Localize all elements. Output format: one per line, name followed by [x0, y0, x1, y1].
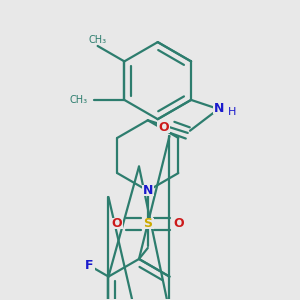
Text: O: O [112, 217, 122, 230]
FancyBboxPatch shape [142, 185, 154, 196]
Text: F: F [85, 259, 94, 272]
FancyBboxPatch shape [158, 122, 169, 133]
FancyBboxPatch shape [142, 218, 154, 229]
Text: CH₃: CH₃ [70, 95, 88, 105]
FancyBboxPatch shape [172, 218, 185, 229]
FancyBboxPatch shape [111, 218, 123, 229]
Text: CH₃: CH₃ [88, 35, 107, 46]
Text: O: O [173, 217, 184, 230]
Text: H: H [228, 107, 236, 117]
FancyBboxPatch shape [212, 103, 225, 114]
Text: S: S [143, 217, 152, 230]
FancyBboxPatch shape [84, 261, 95, 271]
Text: N: N [213, 102, 224, 115]
Text: N: N [142, 184, 153, 197]
Text: O: O [158, 121, 169, 134]
